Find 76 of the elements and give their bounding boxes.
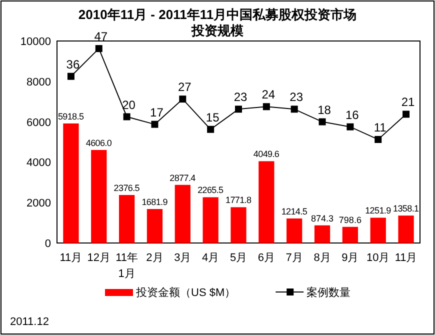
y-tick-label: 8000: [26, 76, 51, 88]
data-label: 21: [401, 95, 416, 110]
data-label: 20: [122, 98, 136, 112]
x-tick-label: 9月: [342, 252, 359, 264]
bar: [286, 218, 302, 243]
x-tick-label: 12月: [87, 252, 111, 264]
point: [95, 45, 102, 52]
data-label: 4049.6: [253, 149, 280, 160]
data-label: 27: [178, 80, 192, 94]
x-tick-label: 6月: [258, 252, 275, 264]
data-label: 47: [94, 30, 108, 44]
bar: [258, 161, 274, 243]
bar: [370, 218, 386, 243]
data-label: 23: [234, 90, 248, 104]
y-tick-label: 0: [44, 238, 51, 250]
bar: [174, 184, 190, 243]
text: 2011.12: [10, 316, 49, 328]
bar: [230, 207, 246, 243]
data-label: 18: [318, 102, 332, 117]
data-label: 5918.5: [58, 111, 84, 122]
point: [179, 96, 186, 103]
data-label: 2877.4: [170, 172, 196, 183]
x-tick-label: 5月: [230, 252, 248, 264]
data-label: 1681.9: [142, 197, 168, 208]
chart-subtitle: 投资规模: [190, 23, 244, 38]
data-label: 36: [66, 57, 80, 72]
bar: [398, 216, 414, 243]
bar: [63, 123, 79, 243]
data-label: 16: [346, 108, 360, 122]
data-label: 23: [290, 90, 304, 104]
data-label: 798.6: [338, 214, 362, 225]
bar: [314, 225, 330, 243]
point: [374, 136, 382, 143]
bar: [342, 226, 358, 243]
point: [151, 120, 158, 128]
chart-title: 2010年11月 - 2011年11月中国私募股权投资市场: [78, 7, 357, 22]
data-label: 24: [262, 88, 276, 102]
x-tick-label: 11年 1月: [116, 252, 138, 280]
point: [290, 106, 298, 113]
bar: [118, 194, 135, 243]
point: [402, 110, 410, 118]
x-tick-label: 7月: [286, 252, 303, 264]
x-tick-label: 8月: [314, 252, 331, 264]
data-label: 2265.5: [198, 185, 224, 196]
bar: [91, 150, 107, 243]
y-tick-label: 6000: [26, 116, 51, 129]
x-tick-label: 11月: [394, 252, 418, 264]
legend-label: 案例数量: [306, 286, 351, 299]
legend-label: 投资金额（US $M）: [135, 286, 236, 299]
data-label: 17: [150, 105, 164, 120]
point: [262, 103, 270, 110]
data-label: 1251.9: [365, 206, 392, 216]
point: [123, 113, 130, 120]
x-tick-label: 10月: [366, 252, 390, 264]
data-label: 874.3: [311, 213, 334, 224]
y-tick-label: 4000: [26, 157, 51, 170]
point: [235, 106, 242, 113]
y-tick-label: 2000: [26, 198, 51, 210]
x-tick-label: 11月: [60, 252, 82, 264]
data-label: 11: [374, 120, 387, 134]
data-label: 1771.8: [226, 195, 252, 206]
data-label: 4606.0: [86, 138, 112, 148]
data-label: 2376.5: [114, 182, 140, 193]
data-label: 15: [206, 110, 220, 124]
bar: [146, 209, 163, 243]
point: [346, 123, 354, 130]
data-label: 1214.5: [281, 206, 308, 216]
point: [207, 126, 214, 133]
x-tick-label: 3月: [174, 252, 192, 264]
point: [67, 72, 74, 80]
x-tick-label: 4月: [202, 252, 220, 264]
y-tick-label: 10000: [20, 36, 51, 48]
x-tick-label: 2月: [146, 252, 164, 264]
bar: [202, 197, 218, 243]
point: [318, 118, 326, 126]
data-label: 1358.1: [393, 204, 420, 214]
